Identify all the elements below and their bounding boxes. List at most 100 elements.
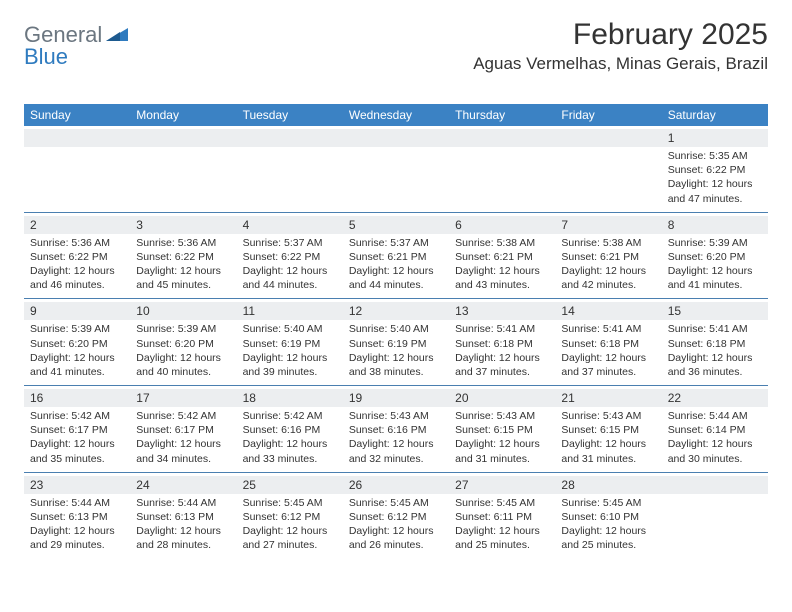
calendar-cell: 9 Sunrise: 5:39 AMSunset: 6:20 PMDaylight… <box>24 299 130 385</box>
calendar-cell: 15Sunrise: 5:41 AMSunset: 6:18 PMDayligh… <box>662 299 768 385</box>
day-details: Sunrise: 5:43 AMSunset: 6:15 PMDaylight:… <box>455 409 549 466</box>
calendar-cell: 23 Sunrise: 5:44 AMSunset: 6:13 PMDayligh… <box>24 473 130 559</box>
calendar-cell: 16Sunrise: 5:42 AMSunset: 6:17 PMDayligh… <box>24 386 130 472</box>
calendar-cell: 13Sunrise: 5:41 AMSunset: 6:18 PMDayligh… <box>449 299 555 385</box>
calendar-body: 1 Sunrise: 5:35 AMSunset: 6:22 PMDaylight… <box>24 126 768 558</box>
day-number: 13 <box>449 302 555 320</box>
calendar: Sunday Monday Tuesday Wednesday Thursday… <box>24 104 768 558</box>
day-details: Sunrise: 5:43 AMSunset: 6:15 PMDaylight:… <box>561 409 655 466</box>
day-number: 15 <box>662 302 768 320</box>
day-number: 26 <box>343 476 449 494</box>
day-number: 19 <box>343 389 449 407</box>
calendar-cell: 18 Sunrise: 5:42 AMSunset: 6:16 PMDayligh… <box>237 386 343 472</box>
day-details: Sunrise: 5:40 AMSunset: 6:19 PMDaylight:… <box>349 322 443 379</box>
day-details: Sunrise: 5:41 AMSunset: 6:18 PMDaylight:… <box>561 322 655 379</box>
day-number: 18 <box>237 389 343 407</box>
day-number: 25 <box>237 476 343 494</box>
day-details: Sunrise: 5:36 AMSunset: 6:22 PMDaylight:… <box>30 236 124 293</box>
day-number <box>237 129 343 147</box>
calendar-cell <box>237 126 343 212</box>
calendar-week-row: 9 Sunrise: 5:39 AMSunset: 6:20 PMDaylight… <box>24 299 768 386</box>
day-header-tue: Tuesday <box>237 104 343 126</box>
day-details: Sunrise: 5:40 AMSunset: 6:19 PMDaylight:… <box>243 322 337 379</box>
calendar-cell: 21Sunrise: 5:43 AMSunset: 6:15 PMDayligh… <box>555 386 661 472</box>
day-number: 4 <box>237 216 343 234</box>
day-number: 22 <box>662 389 768 407</box>
day-number: 23 <box>24 476 130 494</box>
day-number: 2 <box>24 216 130 234</box>
location-subtitle: Aguas Vermelhas, Minas Gerais, Brazil <box>473 54 768 74</box>
brand-text-blue: Blue <box>24 44 68 69</box>
day-number: 10 <box>130 302 236 320</box>
calendar-week-row: 1 Sunrise: 5:35 AMSunset: 6:22 PMDaylight… <box>24 126 768 213</box>
calendar-cell: 27 Sunrise: 5:45 AMSunset: 6:11 PMDayligh… <box>449 473 555 559</box>
brand-triangle-icon <box>106 25 128 46</box>
brand-text-blue-wrap: Blue <box>24 44 68 70</box>
day-number: 16 <box>24 389 130 407</box>
day-details: Sunrise: 5:45 AMSunset: 6:12 PMDaylight:… <box>349 496 443 553</box>
calendar-cell: 26 Sunrise: 5:45 AMSunset: 6:12 PMDayligh… <box>343 473 449 559</box>
day-details: Sunrise: 5:39 AMSunset: 6:20 PMDaylight:… <box>668 236 762 293</box>
day-number: 9 <box>24 302 130 320</box>
day-details: Sunrise: 5:44 AMSunset: 6:13 PMDaylight:… <box>30 496 124 553</box>
title-block: February 2025 Aguas Vermelhas, Minas Ger… <box>473 18 768 74</box>
calendar-cell: 28 Sunrise: 5:45 AMSunset: 6:10 PMDayligh… <box>555 473 661 559</box>
calendar-cell: 19 Sunrise: 5:43 AMSunset: 6:16 PMDayligh… <box>343 386 449 472</box>
calendar-header-row: Sunday Monday Tuesday Wednesday Thursday… <box>24 104 768 126</box>
day-number: 27 <box>449 476 555 494</box>
day-number: 5 <box>343 216 449 234</box>
day-details: Sunrise: 5:44 AMSunset: 6:13 PMDaylight:… <box>136 496 230 553</box>
calendar-cell: 3 Sunrise: 5:36 AMSunset: 6:22 PMDaylight… <box>130 213 236 299</box>
day-details: Sunrise: 5:42 AMSunset: 6:17 PMDaylight:… <box>136 409 230 466</box>
day-number: 11 <box>237 302 343 320</box>
day-number: 12 <box>343 302 449 320</box>
day-header-wed: Wednesday <box>343 104 449 126</box>
day-number: 6 <box>449 216 555 234</box>
month-title: February 2025 <box>473 18 768 52</box>
calendar-cell: 2 Sunrise: 5:36 AMSunset: 6:22 PMDaylight… <box>24 213 130 299</box>
calendar-cell: 17 Sunrise: 5:42 AMSunset: 6:17 PMDayligh… <box>130 386 236 472</box>
day-details: Sunrise: 5:39 AMSunset: 6:20 PMDaylight:… <box>30 322 124 379</box>
day-number <box>662 476 768 494</box>
calendar-cell <box>555 126 661 212</box>
day-details: Sunrise: 5:36 AMSunset: 6:22 PMDaylight:… <box>136 236 230 293</box>
day-number: 7 <box>555 216 661 234</box>
day-details: Sunrise: 5:37 AMSunset: 6:22 PMDaylight:… <box>243 236 337 293</box>
calendar-cell: 8 Sunrise: 5:39 AMSunset: 6:20 PMDaylight… <box>662 213 768 299</box>
day-details: Sunrise: 5:35 AMSunset: 6:22 PMDaylight:… <box>668 149 762 206</box>
calendar-cell <box>662 473 768 559</box>
calendar-cell: 25 Sunrise: 5:45 AMSunset: 6:12 PMDayligh… <box>237 473 343 559</box>
day-details: Sunrise: 5:42 AMSunset: 6:16 PMDaylight:… <box>243 409 337 466</box>
day-number: 1 <box>662 129 768 147</box>
day-header-mon: Monday <box>130 104 236 126</box>
calendar-cell: 1 Sunrise: 5:35 AMSunset: 6:22 PMDaylight… <box>662 126 768 212</box>
day-number: 3 <box>130 216 236 234</box>
day-number <box>555 129 661 147</box>
day-number <box>343 129 449 147</box>
day-details: Sunrise: 5:38 AMSunset: 6:21 PMDaylight:… <box>561 236 655 293</box>
calendar-cell: 22Sunrise: 5:44 AMSunset: 6:14 PMDayligh… <box>662 386 768 472</box>
calendar-cell: 7 Sunrise: 5:38 AMSunset: 6:21 PMDaylight… <box>555 213 661 299</box>
calendar-cell <box>24 126 130 212</box>
day-number <box>24 129 130 147</box>
day-details: Sunrise: 5:45 AMSunset: 6:11 PMDaylight:… <box>455 496 549 553</box>
day-number: 28 <box>555 476 661 494</box>
calendar-week-row: 23 Sunrise: 5:44 AMSunset: 6:13 PMDayligh… <box>24 473 768 559</box>
calendar-week-row: 16 Sunrise: 5:42 AMSunset: 6:17 PMDayligh… <box>24 386 768 473</box>
calendar-cell: 11 Sunrise: 5:40 AMSunset: 6:19 PMDayligh… <box>237 299 343 385</box>
day-details: Sunrise: 5:45 AMSunset: 6:10 PMDaylight:… <box>561 496 655 553</box>
day-number: 17 <box>130 389 236 407</box>
calendar-cell: 14Sunrise: 5:41 AMSunset: 6:18 PMDayligh… <box>555 299 661 385</box>
day-details: Sunrise: 5:38 AMSunset: 6:21 PMDaylight:… <box>455 236 549 293</box>
day-header-sat: Saturday <box>662 104 768 126</box>
calendar-cell: 24Sunrise: 5:44 AMSunset: 6:13 PMDayligh… <box>130 473 236 559</box>
day-details: Sunrise: 5:43 AMSunset: 6:16 PMDaylight:… <box>349 409 443 466</box>
day-number <box>449 129 555 147</box>
day-number <box>130 129 236 147</box>
day-details: Sunrise: 5:39 AMSunset: 6:20 PMDaylight:… <box>136 322 230 379</box>
day-header-sun: Sunday <box>24 104 130 126</box>
day-header-thu: Thursday <box>449 104 555 126</box>
calendar-cell <box>343 126 449 212</box>
day-details: Sunrise: 5:45 AMSunset: 6:12 PMDaylight:… <box>243 496 337 553</box>
day-number: 8 <box>662 216 768 234</box>
